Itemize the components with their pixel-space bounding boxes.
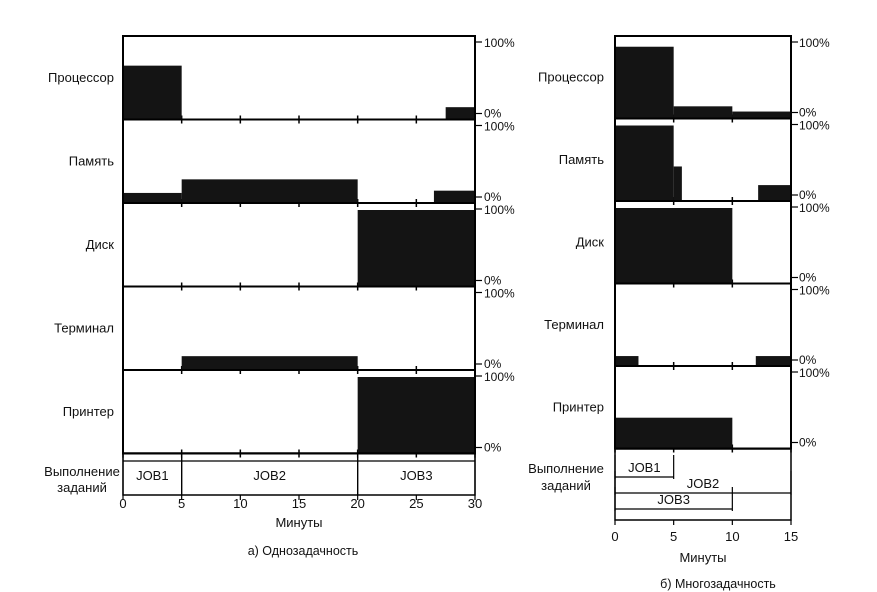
panel-a-pct-bottom-label: 0%	[484, 357, 502, 371]
panel-b-jobs-label-line2: заданий	[541, 478, 591, 493]
panel-b-usage-bar	[615, 208, 733, 283]
panel-a-usage-bar	[433, 190, 475, 202]
panel-b-usage-bar	[615, 125, 674, 200]
panel-b-usage-bar	[673, 166, 682, 200]
panel-b-pct-top-label: 100%	[799, 119, 830, 133]
panel-b-x-axis-label: Минуты	[679, 550, 726, 565]
panel-a-x-tick-label: 15	[292, 496, 306, 511]
panel-a-usage-bar	[181, 179, 358, 202]
panel-b-pct-top-label: 100%	[799, 366, 830, 380]
panel-a-caption: а) Однозадачность	[248, 544, 359, 558]
panel-a-resource-label: Диск	[86, 237, 115, 252]
panel-b-usage-bar	[615, 356, 639, 365]
panel-a-usage-bar	[445, 107, 475, 119]
panel-b-job-label: JOB3	[657, 492, 690, 507]
panel-a-resource-label: Принтер	[63, 404, 114, 419]
panel-a-pct-top-label: 100%	[484, 120, 515, 134]
panel-b-resource-label: Процессор	[538, 69, 604, 84]
panel-b-job-label: JOB1	[628, 460, 661, 475]
panel-b-resource-label: Диск	[576, 234, 605, 249]
panel-b-resource-label: Терминал	[544, 317, 604, 332]
panel-a-x-tick-label: 5	[178, 496, 185, 511]
panel-b-pct-top-label: 100%	[799, 284, 830, 298]
panel-b-pct-bottom-label: 0%	[799, 353, 817, 367]
panel-a-x-tick-label: 20	[350, 496, 364, 511]
panel-b-pct-top-label: 100%	[799, 36, 830, 50]
panel-b-pct-top-label: 100%	[799, 201, 830, 215]
panel-a-job-label: JOB1	[136, 468, 169, 483]
panel-a-x-tick-label: 30	[468, 496, 482, 511]
panel-b-caption: б) Многозадачность	[660, 577, 776, 591]
panel-a-resource-label: Терминал	[54, 320, 114, 335]
panel-b-usage-bar	[615, 46, 674, 118]
panel-a-jobs-label-line1: Выполнение	[44, 464, 120, 479]
panel-b-x-tick-label: 15	[784, 529, 798, 544]
panel-a-pct-top-label: 100%	[484, 203, 515, 217]
panel-a-pct-bottom-label: 0%	[484, 441, 502, 455]
panel-b-pct-bottom-label: 0%	[799, 188, 817, 202]
panel-a-job-label: JOB3	[400, 468, 433, 483]
panel-b-usage-bar	[615, 417, 733, 448]
panel-b-resource-label: Принтер	[553, 399, 604, 414]
panel-b-job-label: JOB2	[687, 476, 720, 491]
panel-a-resource-label: Процессор	[48, 70, 114, 85]
panel-a-x-tick-label: 25	[409, 496, 423, 511]
panel-b-pct-bottom-label: 0%	[799, 271, 817, 285]
panel-b-x-tick-label: 5	[670, 529, 677, 544]
panel-b-usage-bar	[758, 185, 791, 200]
panel-a-x-axis-label: Минуты	[275, 515, 322, 530]
panel-b-x-tick-label: 10	[725, 529, 739, 544]
panel-b-x-tick-label: 0	[611, 529, 618, 544]
panel-b-jobs-label-line1: Выполнение	[528, 461, 604, 476]
panel-a-pct-top-label: 100%	[484, 36, 515, 50]
panel-a-usage-bar	[123, 192, 182, 202]
panel-b-usage-bar	[673, 106, 733, 118]
panel-a-job-label: JOB2	[253, 468, 286, 483]
panel-a-jobs-label-line2: заданий	[57, 480, 107, 495]
panel-b-resource-label: Память	[559, 152, 605, 167]
panel-a-resource-label: Память	[69, 153, 115, 168]
panel-a-pct-bottom-label: 0%	[484, 274, 502, 288]
panel-a-usage-bar	[357, 210, 475, 286]
panel-a-usage-bar	[123, 65, 182, 119]
panel-a-pct-bottom-label: 0%	[484, 107, 502, 121]
panel-a-usage-bar	[181, 356, 358, 369]
panel-a-usage-bar	[357, 377, 475, 453]
panel-b-pct-bottom-label: 0%	[799, 106, 817, 120]
panel-b-pct-bottom-label: 0%	[799, 436, 817, 450]
panel-b-usage-bar	[732, 111, 791, 118]
panel-a-pct-top-label: 100%	[484, 287, 515, 301]
panel-a-x-tick-label: 0	[119, 496, 126, 511]
panel-a-pct-bottom-label: 0%	[484, 190, 502, 204]
panel-a-x-tick-label: 10	[233, 496, 247, 511]
panel-b-usage-bar	[755, 356, 791, 365]
panel-a-pct-top-label: 100%	[484, 370, 515, 384]
